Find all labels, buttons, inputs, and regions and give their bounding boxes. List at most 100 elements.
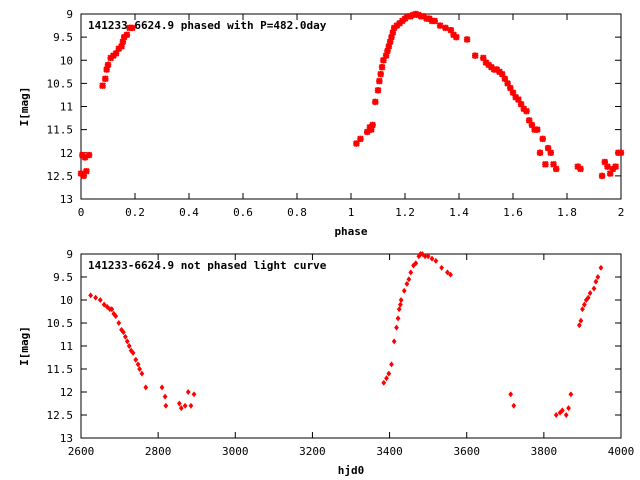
- data-point: [376, 77, 383, 85]
- data-point: [439, 264, 445, 271]
- data-point: [104, 303, 110, 310]
- y-tick-label: 9.5: [53, 31, 73, 44]
- x-tick-label: 1.8: [557, 206, 577, 219]
- x-tick-label: 2: [618, 206, 625, 219]
- data-point: [139, 370, 145, 377]
- data-point: [159, 384, 165, 391]
- data-point: [598, 172, 606, 180]
- chart-panel-2: 2600 2800 3000 3200 3400 3600 3800 4000 9 9.5 10 10…: [18, 248, 634, 477]
- data-point: [113, 313, 119, 320]
- data-point: [119, 38, 127, 46]
- data-point: [176, 400, 182, 407]
- data-point: [101, 75, 109, 83]
- data-point: [388, 33, 395, 41]
- data-point: [185, 389, 191, 395]
- data-point: [566, 405, 571, 412]
- x-tick-label: 3200: [299, 445, 326, 458]
- data-point: [126, 343, 132, 349]
- data-point: [601, 158, 609, 166]
- y-tick-label: 11.5: [47, 363, 74, 376]
- data-point: [536, 149, 544, 157]
- data-point: [576, 322, 582, 329]
- x-tick-label: 0.2: [125, 206, 145, 219]
- data-point: [83, 167, 90, 175]
- data-point: [515, 96, 522, 103]
- data-point: [99, 82, 106, 89]
- y-tick-label: 9: [66, 8, 73, 21]
- y-tick-label: 13: [60, 193, 73, 206]
- data-point: [585, 294, 591, 301]
- x-axis-label: hjd0: [338, 464, 365, 477]
- chart-panel-1: 0 0.2 0.4 0.6 0.8 1 1.2 1.4 1.6 1.8 2 9 9.5 10 10.5 11 1…: [18, 8, 624, 238]
- data-point: [135, 361, 141, 368]
- plot-frame: [80, 13, 622, 200]
- y-tick-label: 11.5: [47, 124, 74, 137]
- x-tick-label: 3800: [531, 445, 558, 458]
- data-point: [552, 165, 560, 173]
- data-point: [112, 50, 120, 57]
- x-tick-label: 2600: [68, 445, 95, 458]
- data-point: [501, 75, 509, 83]
- data-point: [124, 338, 130, 345]
- data-point: [433, 257, 439, 264]
- y-tick-label: 11: [60, 340, 73, 353]
- data-point: [130, 349, 136, 356]
- data-point: [367, 126, 375, 133]
- data-point: [381, 379, 387, 386]
- data-point: [578, 317, 584, 324]
- data-point: [525, 117, 533, 124]
- y-axis-label: I[mag]: [18, 326, 31, 366]
- data-point: [504, 80, 511, 87]
- data-point: [88, 292, 94, 299]
- y-tick-label: 9.5: [53, 271, 73, 284]
- x-tick-label: 0.8: [287, 206, 307, 219]
- data-point: [81, 154, 89, 161]
- data-point: [408, 269, 414, 276]
- x-tick-label: 2800: [145, 445, 172, 458]
- data-point: [604, 163, 611, 170]
- data-point: [563, 412, 569, 418]
- x-tick-label: 4000: [608, 445, 635, 458]
- data-point: [380, 56, 387, 64]
- x-tick-label: 1.4: [449, 206, 469, 219]
- data-point: [104, 61, 112, 69]
- chart-title: 141233-6624.9 phased with P=482.0day: [88, 19, 327, 32]
- data-point: [542, 161, 549, 168]
- data-point: [118, 43, 125, 50]
- data-point: [511, 402, 517, 409]
- data-point: [581, 301, 587, 308]
- data-point: [517, 100, 525, 108]
- data-point: [353, 140, 360, 147]
- data-point: [398, 297, 404, 303]
- data-point: [528, 121, 536, 129]
- data-point: [463, 36, 471, 43]
- y-tick-label: 12: [60, 147, 73, 160]
- data-point: [587, 290, 593, 297]
- data-point: [533, 126, 541, 133]
- data-point: [447, 26, 455, 34]
- data-point: [386, 38, 394, 46]
- x-axis-label: phase: [334, 225, 367, 238]
- data-point: [606, 170, 614, 177]
- data-point: [506, 84, 514, 92]
- data-point: [498, 70, 506, 78]
- data-point: [396, 306, 402, 313]
- y-tick-label: 10.5: [47, 317, 74, 330]
- data-point: [598, 264, 604, 271]
- data-point: [101, 301, 107, 308]
- data-point: [389, 361, 394, 368]
- y-tick-label: 12.5: [47, 409, 74, 422]
- data-point: [479, 54, 487, 62]
- y-tick-label: 11: [60, 101, 73, 114]
- data-point: [471, 52, 479, 59]
- data-point: [404, 280, 410, 287]
- data-series: [88, 251, 604, 418]
- data-point: [419, 251, 425, 257]
- data-point: [378, 63, 386, 71]
- data-point: [595, 274, 601, 280]
- data-point: [550, 161, 557, 168]
- data-point: [80, 172, 88, 180]
- data-point: [377, 70, 385, 78]
- data-point: [97, 297, 103, 303]
- data-point: [163, 402, 169, 409]
